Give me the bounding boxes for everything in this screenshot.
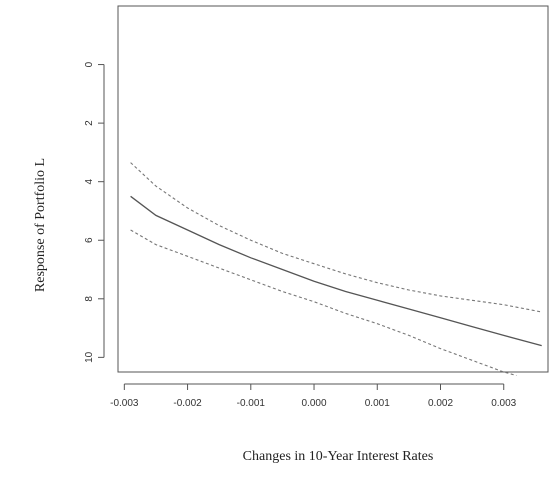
- x-tick-label: 0.002: [428, 398, 453, 409]
- y-tick-label: 0: [84, 61, 95, 67]
- x-tick-label: -0.002: [173, 398, 202, 409]
- series-line-2: [130, 195, 542, 347]
- y-tick-label: 2: [84, 120, 95, 126]
- x-tick-label: 0.000: [302, 398, 327, 409]
- plot-area: [117, 5, 549, 377]
- y-axis-title: Response of Portfolio L: [33, 158, 48, 292]
- series-line-1: [130, 162, 542, 313]
- x-tick-label: -0.003: [110, 398, 139, 409]
- x-axis: -0.003 -0.002 -0.001 0.000 0.001 0.002 0.003: [110, 383, 517, 409]
- x-tick-label: -0.001: [237, 398, 266, 409]
- plot-frame: [117, 5, 549, 373]
- y-axis: 0 2 4 6 8 10: [84, 61, 105, 363]
- y-tick-label: 4: [84, 178, 95, 184]
- x-tick-label: 0.001: [365, 398, 390, 409]
- x-tick-label: 0.003: [491, 398, 516, 409]
- x-axis-title: Changes in 10-Year Interest Rates: [243, 449, 434, 464]
- y-tick-label: 10: [84, 351, 95, 363]
- y-tick-label: 6: [84, 237, 95, 243]
- series-line-3: [130, 229, 517, 377]
- y-tick-label: 8: [84, 296, 95, 302]
